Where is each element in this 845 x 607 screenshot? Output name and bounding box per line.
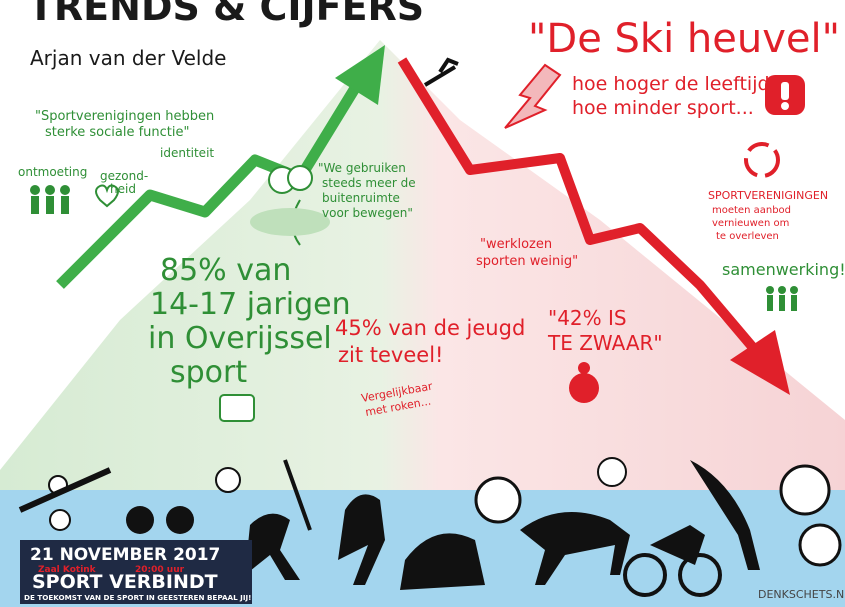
note: samenwerking! bbox=[722, 260, 845, 279]
person-icon bbox=[569, 373, 599, 403]
statistic: 85% van bbox=[160, 253, 291, 288]
note: te overleven bbox=[716, 231, 779, 242]
pointer-arrow bbox=[505, 65, 560, 128]
label: heid bbox=[110, 182, 136, 196]
headline: "De Ski heuvel" bbox=[528, 16, 840, 62]
author: Arjan van der Velde bbox=[30, 46, 226, 70]
quote: "Sportverenigingen hebben bbox=[35, 109, 214, 124]
statistic: TE ZWAAR" bbox=[547, 331, 663, 355]
statistic: sport bbox=[170, 355, 247, 390]
event-tagline: DE TOEKOMST VAN DE SPORT IN GEESTEREN BE… bbox=[24, 593, 251, 602]
credit: DENKSCHETS.NL bbox=[758, 588, 845, 601]
statistic: zit teveel! bbox=[338, 343, 443, 367]
alert-dot bbox=[781, 102, 789, 110]
statistic: 14-17 jarigen bbox=[150, 287, 351, 322]
label: identiteit bbox=[160, 146, 214, 160]
statistic: 45% van de jeugd bbox=[335, 316, 525, 340]
note: moeten aanbod bbox=[712, 205, 791, 216]
quote: buitenruimte bbox=[322, 191, 400, 205]
quote: sterke sociale functie" bbox=[45, 125, 190, 140]
label: gezond- bbox=[100, 169, 148, 183]
quote: steeds meer de bbox=[322, 176, 416, 190]
skier bbox=[425, 60, 458, 85]
quote: "werklozen bbox=[480, 237, 552, 252]
title: TRENDS & CIJFERS bbox=[28, 0, 424, 29]
meadow bbox=[250, 208, 330, 236]
event-name: SPORT VERBINDT bbox=[32, 571, 218, 593]
thumbs-up bbox=[220, 395, 254, 421]
statistic: "42% IS bbox=[548, 306, 627, 330]
statistic: in Overijssel bbox=[148, 321, 332, 356]
recycle-icon bbox=[746, 144, 778, 176]
tree bbox=[288, 166, 312, 190]
quote: "We gebruiken bbox=[318, 161, 406, 175]
quote: sporten weinig" bbox=[476, 254, 578, 269]
alert-mark bbox=[781, 82, 789, 100]
label: ontmoeting bbox=[18, 165, 87, 179]
subtitle: hoe hoger de leeftijd, bbox=[572, 73, 776, 95]
note: SPORTVERENIGINGEN bbox=[708, 189, 828, 202]
person-icon bbox=[578, 362, 590, 374]
quote: voor bewegen" bbox=[322, 206, 413, 220]
subtitle: hoe minder sport... bbox=[572, 97, 754, 119]
note: vernieuwen om bbox=[712, 218, 789, 229]
event-date: 21 NOVEMBER 2017 bbox=[30, 545, 220, 565]
infographic: TRENDS & CIJFERS Arjan van der Velde "De… bbox=[0, 0, 845, 607]
